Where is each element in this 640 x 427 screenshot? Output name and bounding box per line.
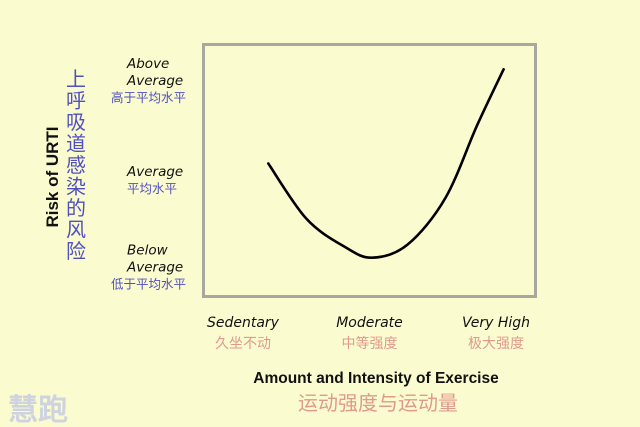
y-tick-label: Average — [126, 73, 183, 89]
x-tick-label-cn: 中等强度 — [342, 335, 398, 352]
y-tick-label: Average — [126, 164, 183, 180]
x-tick-label: Sedentary — [207, 315, 280, 331]
y-tick-label: Average — [126, 259, 183, 275]
x-axis-label: Amount and Intensity of Exercise — [253, 370, 499, 387]
x-tick-label-cn: 极大强度 — [468, 336, 524, 352]
risk-curve — [267, 68, 505, 260]
y-axis-label-cn: 上呼吸道感染的风险 — [66, 67, 86, 263]
y-tick-labels: AboveAverage高于平均水平Average平均水平BelowAverag… — [111, 56, 186, 292]
y-tick-label-cn: 低于平均水平 — [111, 276, 186, 291]
x-tick: Moderate 中等强度 — [336, 315, 403, 352]
x-tick-label: Moderate — [336, 315, 403, 331]
x-axis-label-cn: 运动强度与运动量 — [298, 391, 458, 415]
watermark: 慧跑 — [8, 393, 68, 427]
x-tick: Sedentary 久坐不动 — [207, 315, 280, 352]
plot-frame — [202, 43, 537, 298]
x-tick-label: Very High — [462, 315, 530, 331]
y-tick-label-cn: 高于平均水平 — [111, 90, 186, 105]
y-tick-label-cn: 平均水平 — [127, 181, 177, 196]
x-tick-label-cn: 久坐不动 — [215, 336, 271, 352]
y-tick-label: Below — [127, 242, 169, 258]
x-tick-labels: Sedentary 久坐不动 Moderate 中等强度 Very High 极大强度 — [207, 315, 530, 352]
y-axis-label: Risk of URTI — [43, 126, 62, 227]
x-tick: Very High 极大强度 — [462, 315, 530, 352]
y-tick-label: Above — [126, 56, 169, 72]
